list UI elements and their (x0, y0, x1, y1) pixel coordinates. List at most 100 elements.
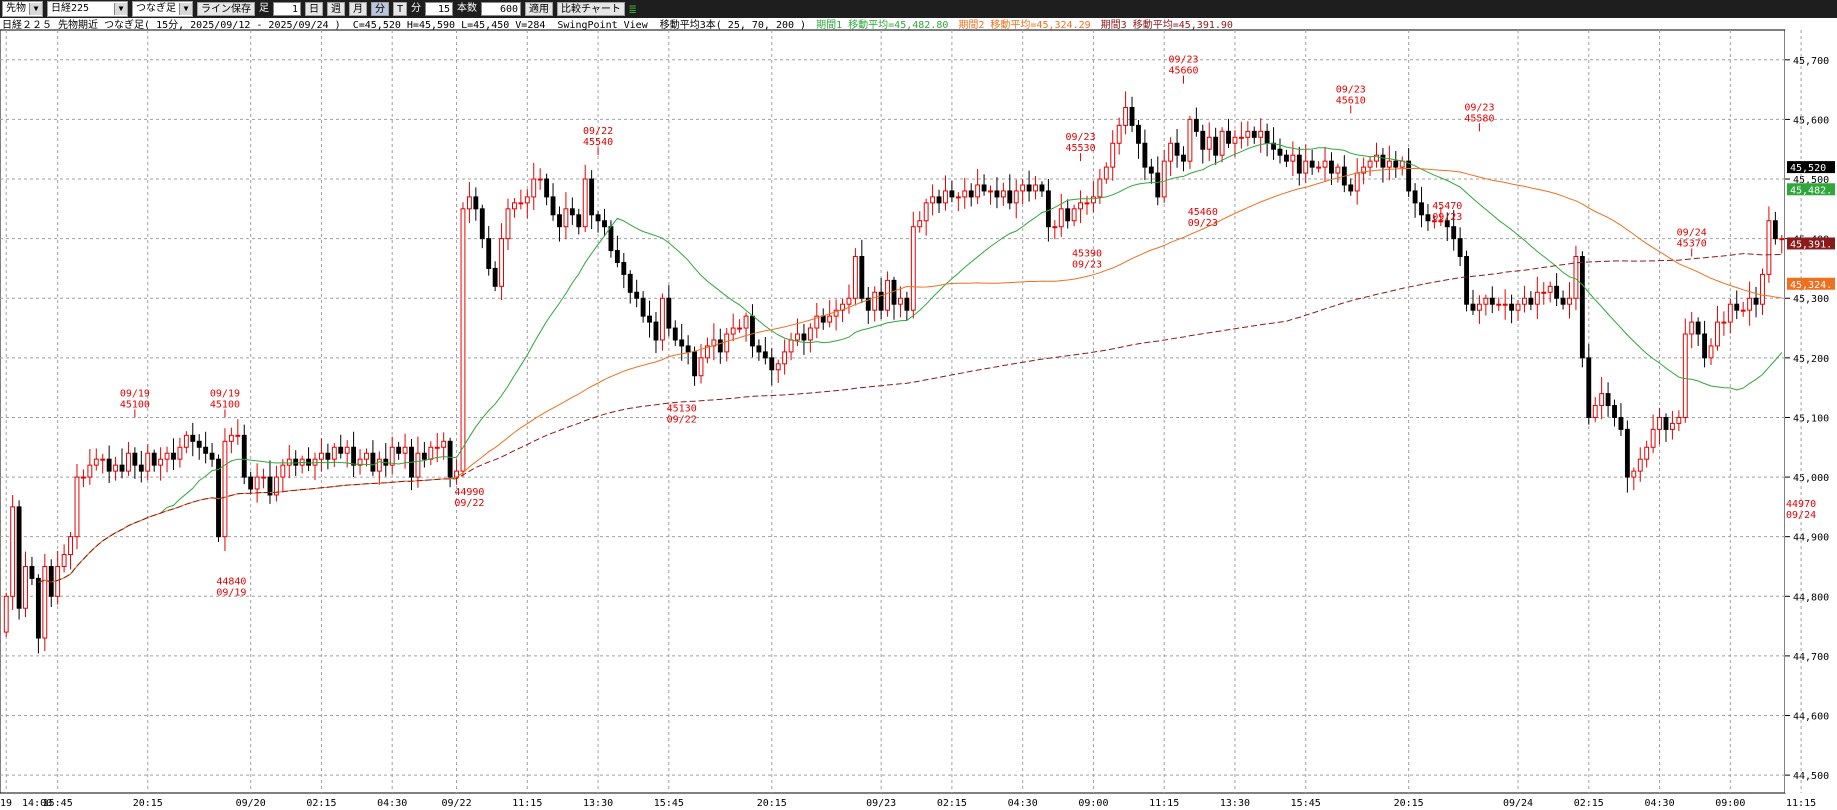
candle-up (434, 446, 440, 449)
x-tick-label: 20:15 (133, 798, 163, 809)
candle-up (126, 452, 131, 472)
candle-up (68, 536, 73, 556)
x-tick-label: 20:15 (1394, 798, 1424, 809)
candle-up (1779, 238, 1785, 241)
chevron-down-icon[interactable]: ▼ (29, 3, 42, 15)
contract-select[interactable]: つなぎ足 ▼ (132, 1, 193, 17)
minutes-label: 分 (411, 3, 422, 14)
swing-price-label: 45130 (667, 404, 697, 415)
candle-down (1702, 333, 1708, 359)
candle-up (524, 196, 530, 204)
candle-down (936, 196, 942, 204)
candle-down (16, 506, 22, 609)
candle-down (1412, 190, 1418, 204)
contract-select-value: つなぎ足 (136, 3, 176, 14)
symbol-select[interactable]: 日経225 ▼ (47, 1, 128, 17)
candle-up (872, 291, 878, 311)
apply-button[interactable]: 適用 (525, 2, 554, 16)
candle-up (402, 446, 408, 454)
candle-up (512, 202, 517, 210)
candle-down (640, 297, 646, 317)
candle-up (254, 476, 260, 490)
swing-date-label: 09/23 (1168, 55, 1198, 66)
save-line-button[interactable]: ライン保存 (197, 2, 255, 16)
count-input[interactable]: 600 (481, 2, 522, 16)
bar-count-input[interactable]: 1 (273, 2, 301, 16)
candle-up (1682, 333, 1688, 418)
candle-up (1399, 160, 1405, 168)
candle-up (1637, 458, 1643, 472)
ma-label: 移動平均3本( 25, 70, 200 ) (659, 20, 807, 31)
candle-up (1650, 428, 1656, 448)
minutes-input[interactable]: 15 (425, 2, 454, 16)
y-tick-label: 45,000 (1793, 473, 1829, 484)
price-badge-label: 45,482. (1790, 185, 1832, 196)
candle-down (1605, 393, 1611, 407)
candle-down (750, 315, 755, 347)
candle-down (878, 291, 884, 311)
candle-up (1534, 291, 1540, 305)
candle-down (1142, 142, 1148, 168)
swing-price-label: 45100 (210, 399, 240, 410)
candle-up (1238, 136, 1244, 139)
candle-up (1747, 297, 1753, 311)
swing-price-label: 45370 (1677, 239, 1707, 250)
candle-up (898, 297, 903, 305)
swing-date-label: 09/22 (454, 498, 484, 509)
candle-down (801, 333, 807, 341)
market-select[interactable]: 先物 ▼ (2, 1, 43, 17)
swing-date-label: 09/23 (1336, 84, 1366, 95)
x-tick-label: 09:00 (1078, 798, 1108, 809)
y-tick-label: 44,900 (1793, 533, 1829, 544)
price-axis (1785, 30, 1837, 793)
candle-down (293, 458, 299, 466)
candle-up (93, 458, 99, 466)
candle-down (1296, 154, 1302, 174)
candlestick-chart[interactable]: 44,500 44,600 44,700 44,800 44,900 45,000 45,1… (0, 18, 1837, 810)
candle-up (1760, 273, 1765, 305)
candle-up (846, 297, 852, 305)
period-day-button[interactable]: 日 (305, 2, 323, 16)
candle-down (1393, 160, 1399, 168)
period-week-button[interactable]: 週 (327, 2, 345, 16)
candle-down (1612, 405, 1617, 418)
ma3-line (38, 253, 1782, 583)
x-tick-label: 15:45 (654, 798, 684, 809)
count-label: 本数 (457, 3, 478, 14)
compare-chart-button[interactable]: 比較チャート (557, 2, 625, 16)
candle-down (1734, 303, 1740, 311)
chevron-down-icon[interactable]: ▼ (179, 3, 192, 15)
candle-up (1573, 256, 1579, 299)
chevron-down-icon[interactable]: ▼ (114, 3, 127, 15)
ma2-readout: 期間2 移動平均=45,324.29 (958, 20, 1091, 31)
swing-price-label: 45460 (1188, 207, 1218, 218)
x-tick-label: 09/20 (236, 798, 266, 809)
candle-up (1058, 208, 1064, 228)
x-tick-label: 02:15 (1574, 798, 1604, 809)
candle-up (80, 476, 86, 479)
candle-up (280, 464, 286, 478)
candle-up (988, 190, 993, 193)
candle-down (557, 214, 562, 228)
chart-style-icon[interactable]: ≣ (628, 2, 637, 16)
period-tick-button[interactable]: T (393, 2, 408, 16)
ohlc-readout: C=45,520 H=45,590 L=45,450 V=284 (352, 20, 546, 31)
period-month-button[interactable]: 月 (349, 2, 367, 16)
candle-up (1438, 220, 1444, 223)
candle-down (666, 297, 672, 329)
candle-up (1232, 136, 1238, 144)
candle-down (1007, 190, 1013, 204)
candle-down (1283, 154, 1289, 162)
candle-down (196, 440, 202, 448)
x-tick-label: 09/24 (1503, 798, 1533, 809)
price-badge (1787, 183, 1835, 196)
y-tick-label: 45,100 (1793, 413, 1829, 424)
period-minute-button[interactable]: 分 (371, 2, 389, 16)
candle-up (737, 327, 743, 330)
candle-up (955, 196, 961, 199)
candle-up (1245, 130, 1251, 138)
candle-up (1110, 142, 1116, 168)
x-tick-label: 19 14:00 (0, 798, 52, 809)
candle-up (1097, 178, 1103, 198)
candle-up (537, 178, 543, 181)
